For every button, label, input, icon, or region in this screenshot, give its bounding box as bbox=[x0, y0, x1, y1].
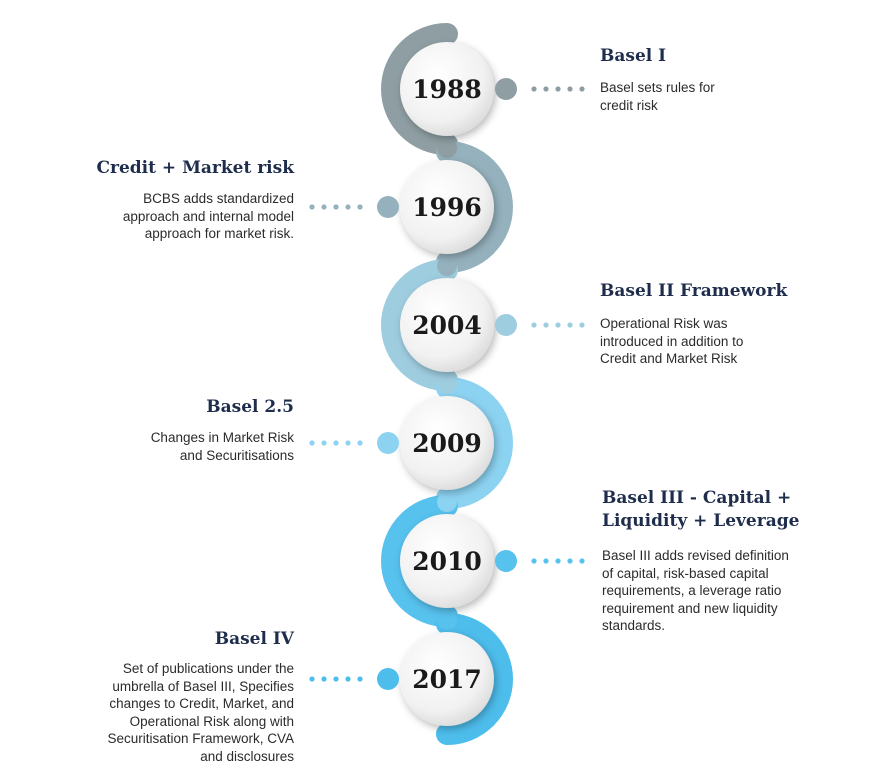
year-label: 2009 bbox=[412, 429, 482, 458]
timeline-band-arc bbox=[436, 141, 513, 273]
milestone-title-2017: Basel IV bbox=[214, 629, 294, 649]
connector-dot bbox=[531, 322, 537, 328]
timeline-band-arc bbox=[381, 495, 458, 627]
milestone-description-2010: Basel III adds revised definition of cap… bbox=[602, 548, 789, 633]
connector-dot bbox=[333, 440, 339, 446]
year-label: 2004 bbox=[412, 311, 482, 340]
band-joint bbox=[437, 374, 457, 394]
connector-dot bbox=[309, 676, 315, 682]
timeline-band-arc bbox=[381, 259, 458, 391]
connector-dot bbox=[321, 440, 327, 446]
year-label: 2010 bbox=[412, 547, 482, 576]
year-label: 2017 bbox=[412, 665, 482, 694]
connector-dot bbox=[543, 86, 549, 92]
connector-dot bbox=[531, 558, 537, 564]
connector-knob bbox=[495, 78, 517, 100]
connector-dot bbox=[333, 676, 339, 682]
connector-dot bbox=[555, 86, 561, 92]
year-disc bbox=[400, 278, 494, 372]
connector-knob bbox=[377, 668, 399, 690]
band-joint bbox=[437, 138, 457, 158]
connector-dot bbox=[357, 204, 363, 210]
connector-dot bbox=[543, 322, 549, 328]
milestone-title-2009: Basel 2.5 bbox=[206, 397, 294, 417]
milestone-description-2009: Changes in Market Risk and Securitisatio… bbox=[150, 430, 294, 463]
connector-dot bbox=[579, 322, 585, 328]
connector-dot bbox=[345, 440, 351, 446]
connector-knob bbox=[495, 314, 517, 336]
connector-dot bbox=[567, 86, 573, 92]
connector-dot bbox=[321, 676, 327, 682]
connector-knob bbox=[377, 432, 399, 454]
year-label: 1988 bbox=[412, 75, 482, 104]
connector-dot bbox=[345, 204, 351, 210]
timeline-band-arc bbox=[381, 23, 458, 155]
connector-dot bbox=[555, 322, 561, 328]
connector-dot bbox=[321, 204, 327, 210]
connector-dot bbox=[309, 204, 315, 210]
year-disc bbox=[400, 160, 494, 254]
year-disc bbox=[400, 632, 494, 726]
connector-dot bbox=[567, 322, 573, 328]
year-label: 1996 bbox=[412, 193, 482, 222]
connector-dot bbox=[555, 558, 561, 564]
year-disc bbox=[400, 396, 494, 490]
connector-knob bbox=[495, 550, 517, 572]
connector-dot bbox=[357, 676, 363, 682]
connector-dot bbox=[579, 558, 585, 564]
connector-dot bbox=[333, 204, 339, 210]
milestone-description-2017: Set of publications under the umbrella o… bbox=[107, 661, 294, 764]
band-joint bbox=[437, 610, 457, 630]
milestone-title-1988: Basel I bbox=[600, 46, 667, 66]
connector-dot bbox=[567, 558, 573, 564]
connector-dot bbox=[345, 676, 351, 682]
milestone-title-1996: Credit + Market risk bbox=[96, 158, 294, 178]
milestone-description-2004: Operational Risk was introduced in addit… bbox=[600, 316, 744, 366]
connector-dot bbox=[531, 86, 537, 92]
year-disc bbox=[400, 514, 494, 608]
timeline-band-arc bbox=[436, 613, 513, 745]
band-joint bbox=[437, 492, 457, 512]
milestone-description-1996: BCBS adds standardized approach and inte… bbox=[122, 191, 294, 241]
connector-dot bbox=[579, 86, 585, 92]
connector-knob bbox=[377, 196, 399, 218]
timeline-band-arc bbox=[436, 377, 513, 509]
year-disc bbox=[400, 42, 494, 136]
milestone-description-1988: Basel sets rules for credit risk bbox=[600, 80, 715, 113]
milestone-title-2010: Basel III - Capital + Liquidity + Levera… bbox=[602, 488, 800, 531]
connector-dot bbox=[543, 558, 549, 564]
milestone-title-2004: Basel II Framework bbox=[600, 281, 788, 301]
band-joint bbox=[437, 256, 457, 276]
connector-dot bbox=[309, 440, 315, 446]
connector-dot bbox=[357, 440, 363, 446]
